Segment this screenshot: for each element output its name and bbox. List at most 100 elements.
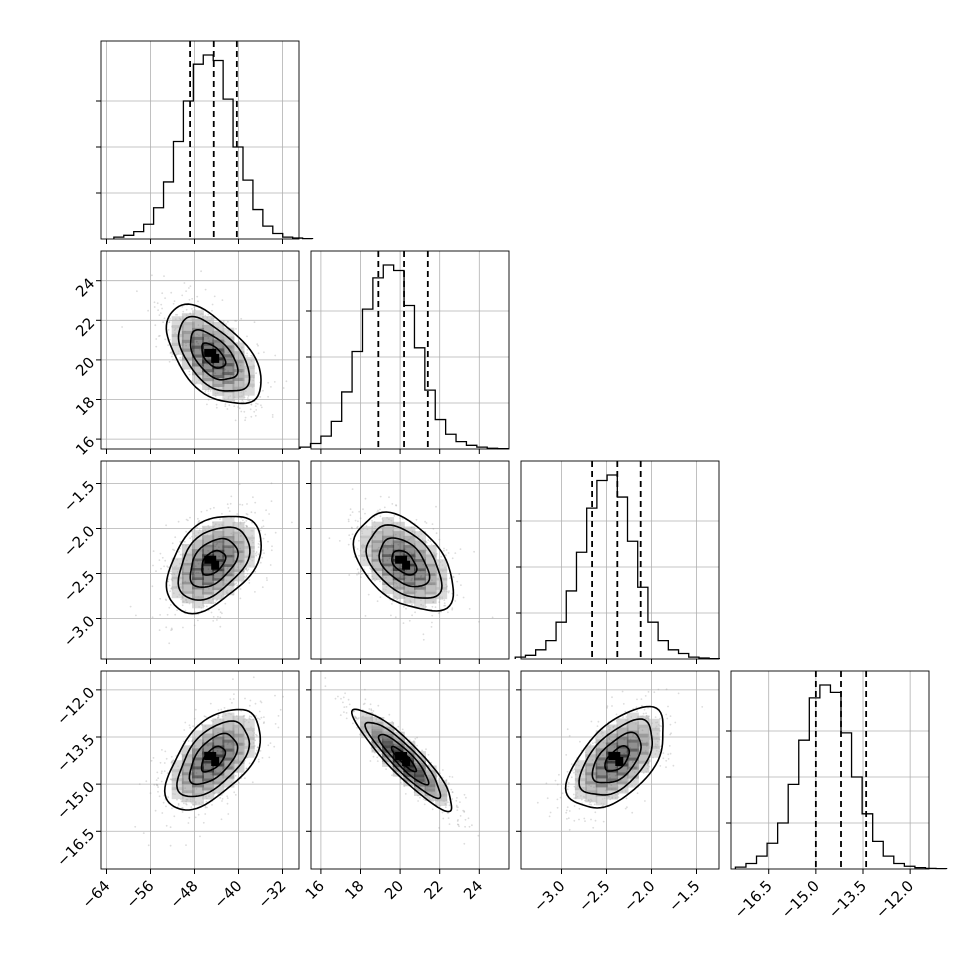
sample-point	[129, 605, 132, 608]
sample-point	[263, 552, 265, 555]
sample-point	[197, 813, 200, 816]
density-cell	[212, 540, 225, 553]
sample-point	[354, 715, 356, 718]
sample-point	[379, 508, 381, 511]
sample-point	[197, 521, 200, 523]
sample-point	[170, 291, 173, 294]
sample-point	[228, 510, 231, 512]
y-tick-label: −16.5	[53, 825, 98, 870]
sample-point	[134, 825, 137, 828]
sample-point	[245, 524, 248, 527]
sample-point	[163, 317, 166, 320]
sample-point	[571, 769, 574, 772]
sample-point	[274, 694, 276, 697]
sample-point	[356, 526, 358, 529]
sample-point	[172, 302, 175, 305]
sample-point	[202, 821, 205, 824]
sample-point	[373, 516, 376, 519]
sample-point	[207, 390, 210, 392]
sample-point	[211, 303, 214, 306]
sample-point	[248, 579, 251, 581]
sample-point	[459, 801, 461, 803]
sample-point	[156, 784, 158, 786]
sample-point	[348, 703, 351, 706]
panel-3-0-grid	[101, 671, 299, 869]
histogram-0	[113, 54, 314, 240]
sample-point	[204, 715, 207, 718]
sample-point	[155, 570, 157, 572]
sample-point	[665, 759, 668, 762]
sample-point	[254, 570, 257, 573]
axes-frame	[520, 670, 720, 870]
sample-point	[279, 708, 282, 711]
sample-point	[250, 511, 253, 514]
sample-point	[238, 340, 241, 343]
sample-point	[155, 338, 158, 340]
sample-point	[334, 697, 337, 700]
sample-point	[357, 571, 360, 574]
sample-point	[243, 410, 246, 413]
sample-point	[229, 698, 232, 700]
y-tick-label: −2.0	[60, 522, 98, 560]
sample-point	[548, 815, 551, 818]
sample-point	[159, 614, 162, 616]
sample-point	[369, 703, 372, 706]
contour-2	[176, 720, 251, 798]
sample-point	[164, 559, 167, 562]
sample-point	[339, 714, 342, 716]
sample-point	[236, 584, 239, 587]
sample-point	[217, 716, 219, 719]
sample-point	[160, 772, 163, 775]
sample-point	[388, 713, 391, 716]
sample-point	[353, 710, 355, 713]
sample-point	[260, 526, 263, 529]
x-tick-label: −16.5	[731, 877, 776, 922]
sample-point	[259, 750, 262, 752]
sample-point	[234, 419, 237, 422]
sample-point	[232, 678, 234, 680]
sample-point	[154, 809, 157, 812]
sample-point	[226, 408, 229, 410]
sample-point	[121, 326, 123, 328]
sample-point	[270, 482, 273, 485]
sample-point	[430, 626, 433, 628]
sample-point	[399, 778, 402, 781]
y-tick-label: −2.5	[60, 567, 98, 605]
sample-point	[379, 515, 382, 518]
sample-point	[245, 525, 248, 528]
sample-point	[219, 518, 222, 521]
sample-point	[171, 628, 174, 631]
sample-point	[221, 793, 223, 796]
sample-point	[170, 629, 173, 631]
sample-point	[351, 511, 354, 513]
sample-point	[220, 818, 223, 821]
sample-point	[249, 398, 251, 401]
sample-point	[259, 700, 262, 703]
sample-point	[241, 504, 244, 506]
sample-point	[160, 780, 163, 783]
axes-0-0	[96, 40, 300, 244]
density-cell	[212, 321, 225, 334]
sample-point	[183, 729, 186, 731]
density-cell	[574, 760, 587, 773]
sample-point	[267, 395, 269, 398]
sample-point	[666, 717, 669, 720]
sample-point	[207, 313, 210, 316]
sample-point	[438, 538, 441, 541]
sample-point	[254, 753, 257, 756]
sample-point	[566, 806, 569, 809]
sample-point	[179, 540, 182, 543]
axes-frame	[310, 460, 510, 660]
sample-point	[257, 553, 260, 555]
density-cell	[414, 596, 426, 609]
sample-point	[590, 720, 593, 723]
axes-frame	[100, 670, 300, 870]
sample-point	[343, 711, 345, 713]
sample-point	[241, 399, 244, 402]
sample-point	[584, 820, 586, 822]
sample-point	[451, 607, 454, 610]
sample-point	[556, 806, 559, 809]
sample-point	[549, 811, 552, 814]
sample-point	[244, 419, 247, 422]
sample-point	[162, 321, 165, 323]
